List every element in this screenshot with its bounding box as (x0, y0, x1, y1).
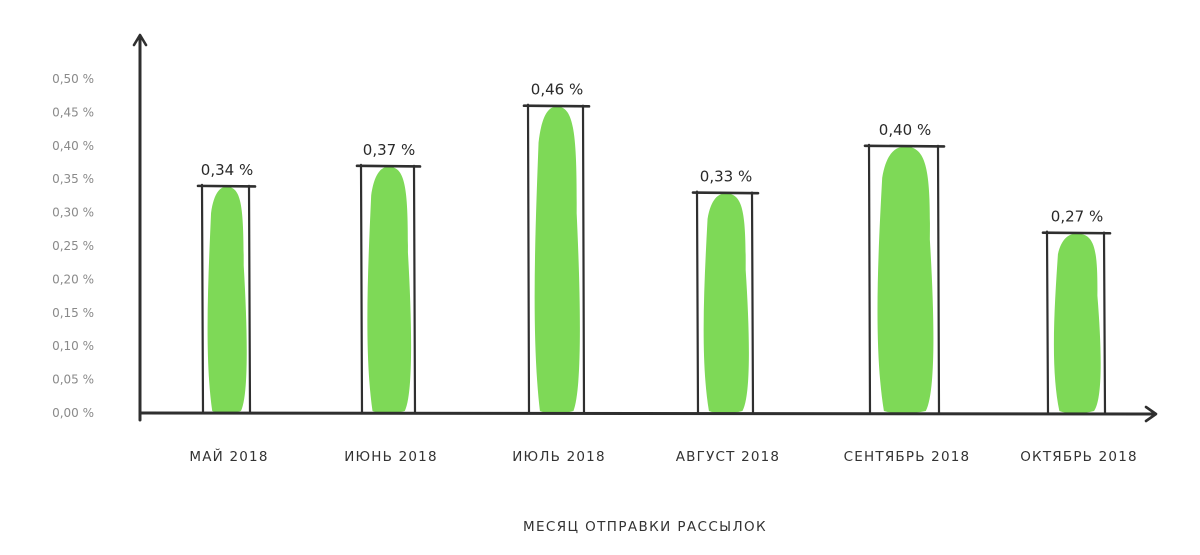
bar-value-label: 0,34 % (201, 161, 253, 179)
y-tick-label: 0,25 % (52, 239, 94, 253)
bar-right-edge (750, 191, 755, 415)
bar-fills (207, 106, 1101, 414)
bar-left-edge (695, 190, 700, 415)
category-label: ИЮЛЬ 2018 (512, 449, 606, 465)
bar-value-label: 0,27 % (1051, 208, 1103, 226)
x-axis-line (138, 411, 1157, 416)
bar-left-edge (200, 183, 205, 415)
y-tick-label: 0,30 % (52, 206, 94, 220)
category-labels: МАЙ 2018 ИЮНЬ 2018 ИЮЛЬ 2018 АВГУСТ 2018 СЕН… (189, 447, 1138, 465)
bar-value-label: 0,33 % (700, 168, 752, 186)
y-axis-ticks: 0,00 % 0,05 % 0,10 % 0,15 % 0,20 % 0,25 % 0,30… (52, 72, 94, 420)
category-label: ОКТЯБРЬ 2018 (1020, 449, 1138, 465)
bar-left-edge (1045, 230, 1050, 415)
bar-value-label: 0,40 % (879, 121, 931, 139)
bar-top-cap (196, 184, 257, 188)
bar-right-edge (581, 104, 586, 415)
y-tick-label: 0,10 % (52, 339, 94, 353)
bar-left-edge (526, 103, 531, 415)
y-tick-label: 0,40 % (52, 139, 94, 153)
bar-top-cap (1041, 231, 1112, 235)
bar-outlines (196, 103, 1112, 415)
y-tick-label: 0,50 % (52, 72, 94, 86)
y-tick-label: 0,20 % (52, 272, 94, 286)
bar-left-edge (359, 163, 364, 415)
bar-top-cap (522, 104, 591, 108)
bar-left-edge (867, 143, 872, 415)
axes (132, 33, 1158, 423)
bar-fill (1053, 233, 1101, 414)
bar-right-edge (1102, 231, 1107, 415)
category-label: АВГУСТ 2018 (676, 449, 780, 465)
bar-value-label: 0,37 % (363, 141, 415, 159)
bar-fill (703, 193, 749, 414)
y-axis-arrow (132, 33, 148, 47)
y-tick-label: 0,35 % (52, 172, 94, 186)
category-label: ИЮНЬ 2018 (344, 449, 438, 465)
bar-right-edge (412, 164, 417, 415)
bar-fill (367, 166, 412, 414)
bar-top-cap (691, 191, 760, 195)
bar-value-label: 0,46 % (531, 81, 583, 99)
bar-top-cap (863, 144, 946, 148)
x-axis-title: МЕСЯЦ ОТПРАВКИ РАССЫЛОК (523, 519, 767, 535)
bar-right-edge (936, 144, 941, 415)
value-labels: 0,34 % 0,37 % 0,46 % 0,33 % 0,40 % 0,27 % (201, 81, 1103, 226)
y-tick-label: 0,00 % (52, 406, 94, 420)
y-tick-label: 0,05 % (52, 373, 94, 387)
bar-fill (207, 186, 247, 414)
category-label: СЕНТЯБРЬ 2018 (844, 449, 971, 465)
category-label: МАЙ 2018 (189, 447, 268, 465)
bar-right-edge (247, 184, 252, 415)
bar-fill (534, 106, 580, 414)
bar-top-cap (355, 164, 422, 168)
x-axis-arrow (1144, 405, 1158, 423)
y-tick-label: 0,45 % (52, 105, 94, 119)
bar-fill (877, 146, 934, 414)
y-tick-label: 0,15 % (52, 306, 94, 320)
